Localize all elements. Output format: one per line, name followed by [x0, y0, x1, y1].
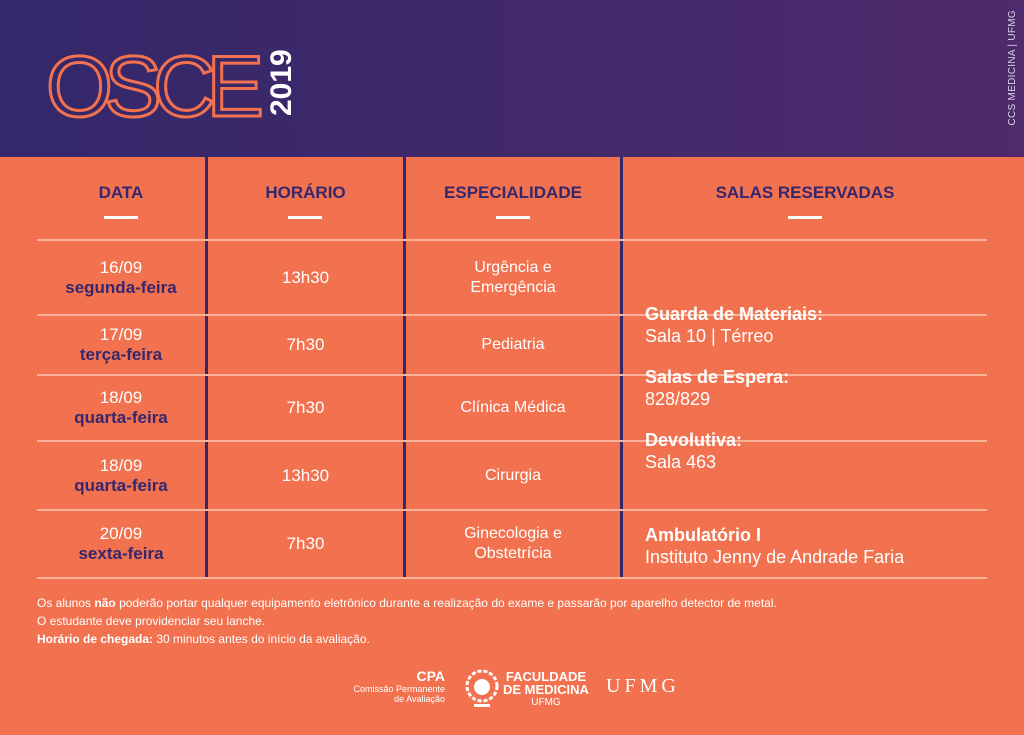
column-divider [620, 157, 623, 578]
room-block: Devolutiva: Sala 463 [645, 429, 742, 473]
date-cell: 17/09 terça-feira [37, 325, 205, 365]
lion-icon [465, 669, 499, 707]
specialty-cell: Clínica Médica [406, 398, 620, 418]
specialty-line: Urgência e [474, 258, 552, 276]
date-cell: 18/09 quarta-feira [37, 456, 205, 496]
title: OSCE [46, 39, 264, 130]
header-dash [288, 216, 322, 219]
fac-line: UFMG [531, 697, 561, 708]
room-label: Guarda de Materiais: [645, 304, 824, 324]
weekday: quarta-feira [74, 475, 168, 495]
date: 16/09 [99, 257, 143, 277]
fac-line: FACULDADE [505, 669, 587, 684]
column-header: DATA [98, 183, 144, 202]
note: Os alunos não poderão portar qualquer eq… [37, 596, 777, 610]
column-divider [205, 157, 208, 578]
room-label: Salas de Espera: [645, 367, 790, 387]
note: Horário de chegada: 30 minutos antes do … [37, 632, 370, 646]
date-cell: 20/09 sexta-feira [37, 524, 205, 564]
specialty-line: Emergência [470, 278, 556, 296]
ufmg-logo: UFMG [606, 675, 680, 697]
column-header: HORÁRIO [265, 183, 346, 202]
room-label: Devolutiva: [645, 430, 743, 450]
header-dash [788, 216, 822, 219]
note: O estudante deve providenciar seu lanche… [37, 614, 266, 628]
room-value: Sala 463 [645, 452, 717, 472]
room-value: Sala 10 | Térreo [645, 326, 774, 346]
weekday: sexta-feira [78, 544, 164, 563]
header: OSCE 2019 CCS MEDICINA | UFMG [0, 0, 1024, 157]
note-bold: Horário de chegada: [37, 632, 154, 646]
date: 20/09 [99, 524, 143, 543]
room-block: Ambulatório I Instituto Jenny de Andrade … [645, 524, 904, 568]
room-block: Salas de Espera: 828/829 [645, 366, 789, 410]
column-header: ESPECIALIDADE [444, 183, 582, 202]
specialty-line: Obstetrícia [474, 545, 552, 562]
specialty-cell: Cirurgia [406, 466, 620, 486]
date-cell: 16/09 segunda-feira [37, 258, 205, 298]
specialty-cell: Urgência e Emergência [406, 258, 620, 298]
cpa-title: CPA [416, 668, 445, 684]
specialty-cell: Ginecologia e Obstetrícia [406, 524, 620, 564]
note-text: Os alunos [37, 596, 92, 610]
time: 13h30 [281, 267, 330, 287]
row-line [37, 577, 987, 579]
specialty-line: Pediatria [481, 336, 545, 353]
row-line [37, 509, 987, 511]
room-block: Guarda de Materiais: Sala 10 | Térreo [645, 303, 823, 347]
time: 13h30 [281, 465, 330, 485]
note-text: poderão portar qualquer equipamento elet… [119, 596, 777, 610]
date: 17/09 [99, 325, 143, 344]
row-line [37, 314, 987, 316]
specialty-cell: Pediatria [406, 335, 620, 355]
header-dash [104, 216, 138, 219]
weekday: quarta-feira [74, 408, 168, 427]
title-logo: OSCE 2019 [45, 38, 299, 131]
specialty-line: Clínica Médica [460, 399, 566, 416]
header-dash [496, 216, 530, 219]
faculdade-logo: FACULDADE DE MEDICINA UFMG [503, 670, 589, 709]
time: 7h30 [286, 398, 325, 417]
row-line [37, 239, 987, 241]
column-divider [403, 157, 406, 578]
year: 2019 [265, 49, 298, 116]
note-text: 30 minutos antes do início da avaliação. [156, 632, 370, 646]
note-bold: não [94, 596, 116, 610]
side-label: CCS MEDICINA | UFMG [1007, 10, 1018, 126]
room-value: 828/829 [645, 389, 711, 409]
column-header: SALAS RESERVADAS [715, 183, 895, 202]
date: 18/09 [99, 455, 143, 475]
specialty-line: Ginecologia e [464, 525, 562, 542]
room-value: Instituto Jenny de Andrade Faria [645, 547, 905, 567]
time: 7h30 [286, 335, 325, 354]
room-label: Ambulatório I [645, 525, 761, 545]
row-line [37, 440, 987, 442]
time: 7h30 [286, 534, 325, 553]
specialty-line: Cirurgia [484, 466, 541, 484]
date-cell: 18/09 quarta-feira [37, 388, 205, 428]
weekday: terça-feira [79, 345, 163, 364]
weekday: segunda-feira [65, 277, 177, 297]
cpa-sub: Comissão Permanente [353, 684, 445, 694]
cpa-sub: de Avaliação [394, 694, 445, 704]
row-line [37, 374, 987, 376]
cpa-logo: CPA Comissão Permanente de Avaliação [330, 668, 445, 704]
date: 18/09 [99, 388, 143, 407]
fac-line: DE MEDICINA [503, 682, 589, 697]
